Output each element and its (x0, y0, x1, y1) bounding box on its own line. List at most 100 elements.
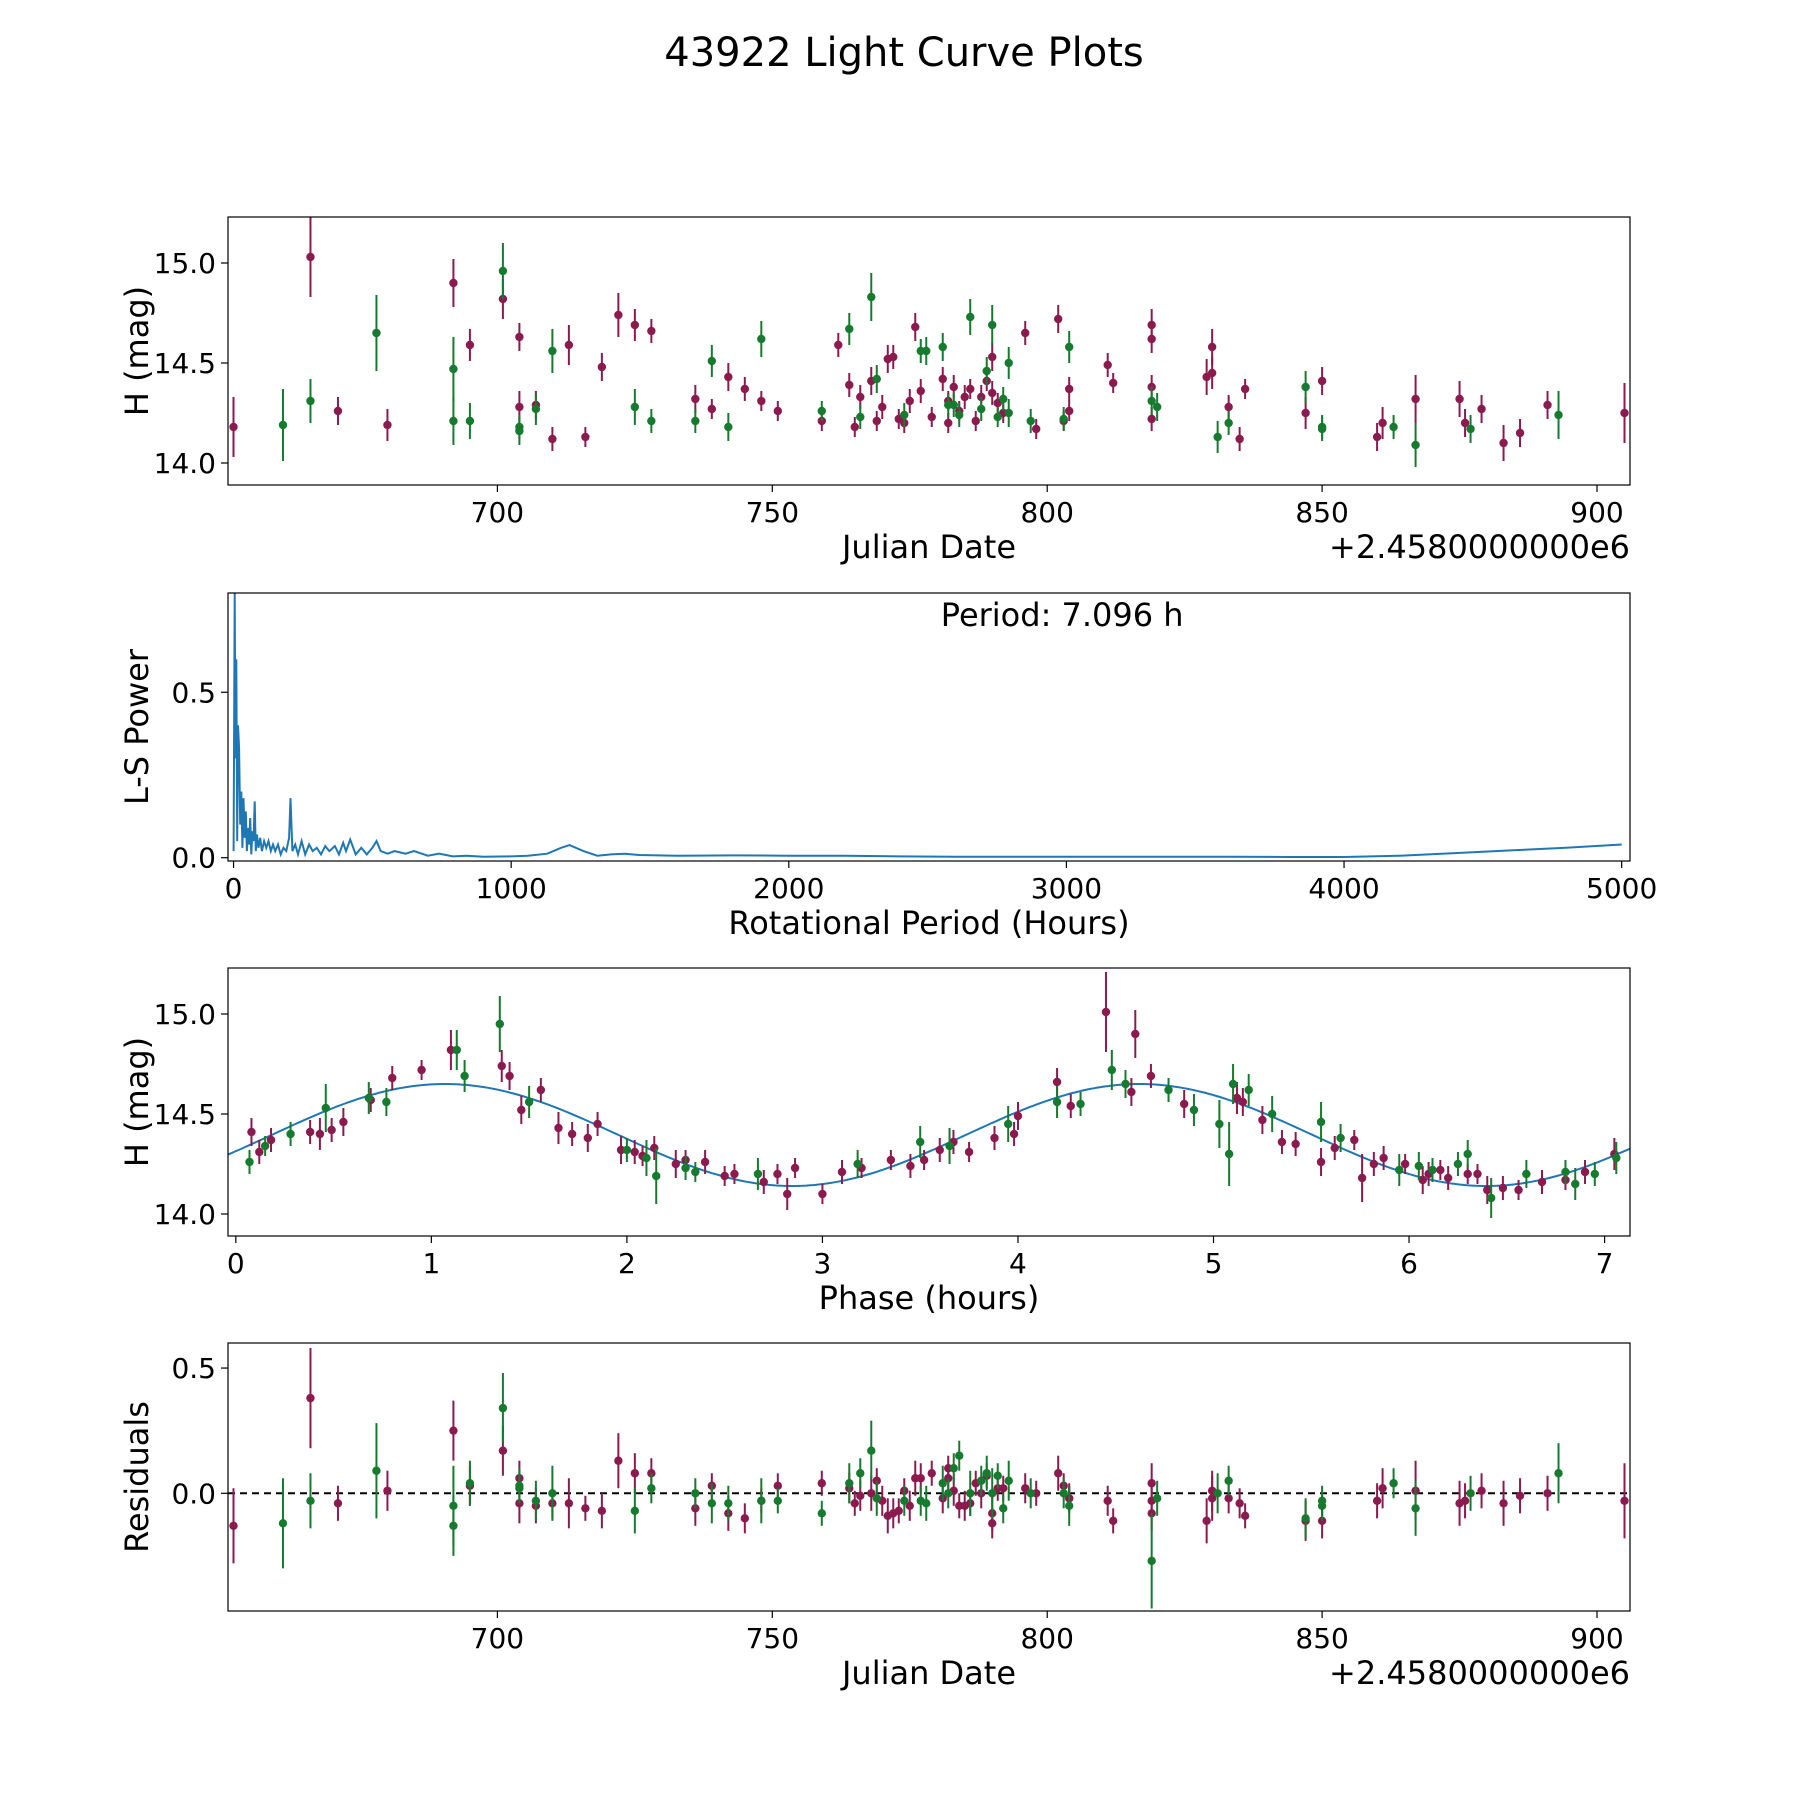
magenta-data-point (740, 384, 750, 394)
magenta-data-point (1032, 424, 1041, 434)
green-data-point (1267, 1109, 1277, 1119)
x-tick-label: 4000 (1308, 872, 1379, 905)
magenta-data-point (1515, 1491, 1525, 1500)
magenta-data-point (790, 1163, 800, 1173)
magenta-data-point (1463, 1169, 1472, 1179)
x-tick-label: 5000 (1586, 872, 1657, 905)
green-data-point (872, 1494, 881, 1503)
green-data-point (465, 416, 475, 426)
magenta-data-point (834, 340, 843, 350)
magenta-data-point (845, 380, 854, 390)
green-data-point (817, 406, 826, 416)
x-tick-label: 0 (227, 1247, 245, 1280)
magenta-data-point (1620, 408, 1629, 418)
magenta-data-point (724, 372, 733, 382)
y-tick-label: 0.5 (171, 676, 216, 709)
magenta-data-point (818, 1189, 827, 1199)
green-data-point (691, 1167, 700, 1177)
magenta-data-point (446, 1045, 456, 1055)
magenta-data-point (837, 1167, 847, 1177)
magenta-data-point (817, 1479, 826, 1488)
green-data-point (1147, 396, 1156, 406)
magenta-data-point (700, 1157, 710, 1167)
magenta-data-point (1316, 1157, 1326, 1167)
magenta-data-point (1021, 1484, 1030, 1493)
green-data-point (278, 1519, 288, 1528)
green-data-point (449, 1521, 458, 1531)
magenta-data-point (597, 1506, 607, 1516)
magenta-data-point (919, 1155, 929, 1165)
magenta-data-point (944, 418, 953, 428)
magenta-data-point (564, 1499, 574, 1508)
x-tick-label: 1000 (476, 872, 547, 905)
green-data-point (647, 416, 656, 426)
green-data-point (364, 1093, 373, 1103)
magenta-data-point (927, 412, 936, 422)
green-data-point (1004, 358, 1013, 368)
green-data-point (622, 1145, 632, 1155)
green-data-point (630, 1506, 640, 1516)
magenta-data-point (536, 1085, 546, 1095)
green-data-point (524, 1097, 534, 1107)
green-data-point (1554, 1469, 1563, 1478)
magenta-data-point (306, 1393, 315, 1403)
magenta-data-point (614, 310, 623, 320)
magenta-data-point (515, 402, 524, 412)
green-data-point (707, 356, 717, 366)
magenta-data-point (266, 1135, 276, 1145)
magenta-data-point (1379, 1153, 1388, 1163)
magenta-data-point (583, 1133, 592, 1143)
phased-curve-panel: 0 1 2 3 4 5 6 7 14.0 14.5 15.0 Phase (hours) H (mag) (118, 967, 1631, 1317)
magenta-data-point (597, 362, 607, 372)
green-data-point (1065, 1501, 1074, 1511)
green-data-point (988, 1489, 997, 1498)
magenta-data-point (1477, 1486, 1486, 1495)
green-data-point (1026, 416, 1035, 426)
magenta-data-point (1240, 384, 1250, 394)
green-data-point (1004, 1476, 1013, 1485)
green-data-point (856, 412, 865, 422)
green-data-point (1224, 1149, 1234, 1159)
x-axis-label: Julian Date (840, 528, 1016, 566)
green-data-point (949, 1464, 958, 1473)
magenta-data-point (1400, 1159, 1410, 1169)
magenta-data-point (383, 420, 392, 430)
green-data-point (856, 1469, 865, 1478)
magenta-data-point (1052, 1077, 1062, 1087)
magenta-data-point (916, 386, 925, 396)
magenta-data-point (960, 392, 969, 402)
green-data-point (938, 342, 947, 352)
magenta-data-point (1620, 1496, 1629, 1505)
axes-frame (227, 967, 1631, 1237)
magenta-data-point (850, 422, 859, 432)
green-data-point (465, 1479, 475, 1488)
green-data-point (1213, 432, 1222, 442)
magenta-data-point (564, 340, 574, 350)
magenta-data-point (906, 1161, 915, 1171)
magenta-data-point (306, 252, 315, 262)
magenta-data-point (1418, 1175, 1427, 1185)
green-data-point (1076, 1099, 1085, 1109)
green-data-point (988, 320, 997, 330)
green-data-point (724, 1499, 733, 1508)
green-data-point (817, 1509, 826, 1518)
magenta-data-point (581, 1504, 590, 1513)
y-axis-label: Residuals (118, 1401, 156, 1553)
green-data-point (1317, 1496, 1327, 1505)
green-data-point (916, 1137, 925, 1147)
green-data-point (1189, 1105, 1199, 1115)
magenta-data-point (1224, 402, 1233, 412)
magenta-data-point (1232, 1093, 1242, 1103)
green-data-point (993, 412, 1002, 422)
magenta-data-point (305, 1127, 315, 1137)
green-data-point (372, 328, 381, 338)
magenta-data-point (614, 1456, 623, 1465)
green-data-point (938, 1479, 947, 1488)
magenta-data-point (1147, 334, 1156, 344)
green-data-point (691, 1489, 700, 1498)
green-data-point (1213, 1489, 1222, 1498)
magenta-data-point (517, 1105, 526, 1115)
magenta-data-point (1460, 1496, 1470, 1505)
magenta-data-point (1357, 1173, 1367, 1183)
green-data-point (498, 266, 508, 276)
